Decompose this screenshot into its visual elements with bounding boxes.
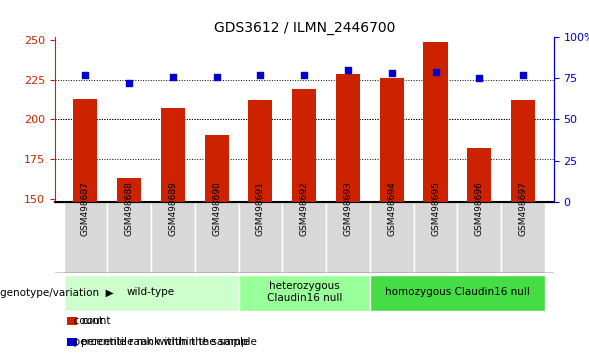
Point	[475, 75, 484, 81]
Text: GSM498689: GSM498689	[168, 181, 177, 236]
FancyBboxPatch shape	[64, 275, 239, 311]
Bar	[423, 42, 448, 202]
Text: GSM498688: GSM498688	[125, 181, 134, 236]
Text: homozygous Claudin16 null: homozygous Claudin16 null	[385, 287, 530, 297]
FancyBboxPatch shape	[370, 275, 545, 311]
Point	[518, 72, 528, 78]
FancyBboxPatch shape	[282, 202, 326, 273]
Point	[387, 70, 396, 76]
Bar	[74, 99, 97, 202]
FancyBboxPatch shape	[195, 202, 239, 273]
Bar	[511, 101, 535, 202]
FancyBboxPatch shape	[413, 202, 458, 273]
Point	[212, 74, 221, 80]
Point	[343, 67, 353, 73]
Point	[124, 80, 134, 86]
Text: percentile rank within the sample: percentile rank within the sample	[81, 337, 257, 347]
Bar	[249, 101, 273, 202]
Bar	[204, 135, 229, 202]
Text: GSM498697: GSM498697	[518, 181, 528, 236]
Text: count: count	[67, 316, 102, 326]
Text: GSM498696: GSM498696	[475, 181, 484, 236]
Text: GSM498692: GSM498692	[300, 181, 309, 236]
Text: wild-type: wild-type	[127, 287, 175, 297]
FancyBboxPatch shape	[239, 275, 370, 311]
FancyBboxPatch shape	[151, 202, 195, 273]
Text: GSM498691: GSM498691	[256, 181, 265, 236]
Text: heterozygous
Claudin16 null: heterozygous Claudin16 null	[267, 281, 342, 303]
Point	[81, 72, 90, 78]
Bar	[380, 78, 404, 202]
Bar	[67, 317, 77, 325]
Point	[168, 74, 178, 80]
Point	[256, 72, 265, 78]
Text: GSM498694: GSM498694	[387, 181, 396, 236]
FancyBboxPatch shape	[501, 202, 545, 273]
Point	[431, 69, 440, 75]
Bar	[117, 178, 141, 202]
Point	[299, 72, 309, 78]
Bar	[292, 90, 316, 202]
FancyBboxPatch shape	[326, 202, 370, 273]
Bar	[67, 338, 77, 347]
Text: count: count	[81, 316, 111, 326]
FancyBboxPatch shape	[370, 202, 413, 273]
Text: GSM498695: GSM498695	[431, 181, 440, 236]
Title: GDS3612 / ILMN_2446700: GDS3612 / ILMN_2446700	[214, 21, 395, 35]
Text: GSM498693: GSM498693	[343, 181, 352, 236]
FancyBboxPatch shape	[64, 202, 107, 273]
FancyBboxPatch shape	[239, 202, 282, 273]
Bar	[161, 108, 185, 202]
Text: GSM498690: GSM498690	[212, 181, 221, 236]
Bar	[467, 148, 491, 202]
Text: genotype/variation  ▶: genotype/variation ▶	[0, 288, 114, 298]
Text: percentile rank within the sample: percentile rank within the sample	[67, 337, 249, 347]
Text: GSM498687: GSM498687	[81, 181, 90, 236]
FancyBboxPatch shape	[107, 202, 151, 273]
Bar	[336, 74, 360, 202]
FancyBboxPatch shape	[458, 202, 501, 273]
